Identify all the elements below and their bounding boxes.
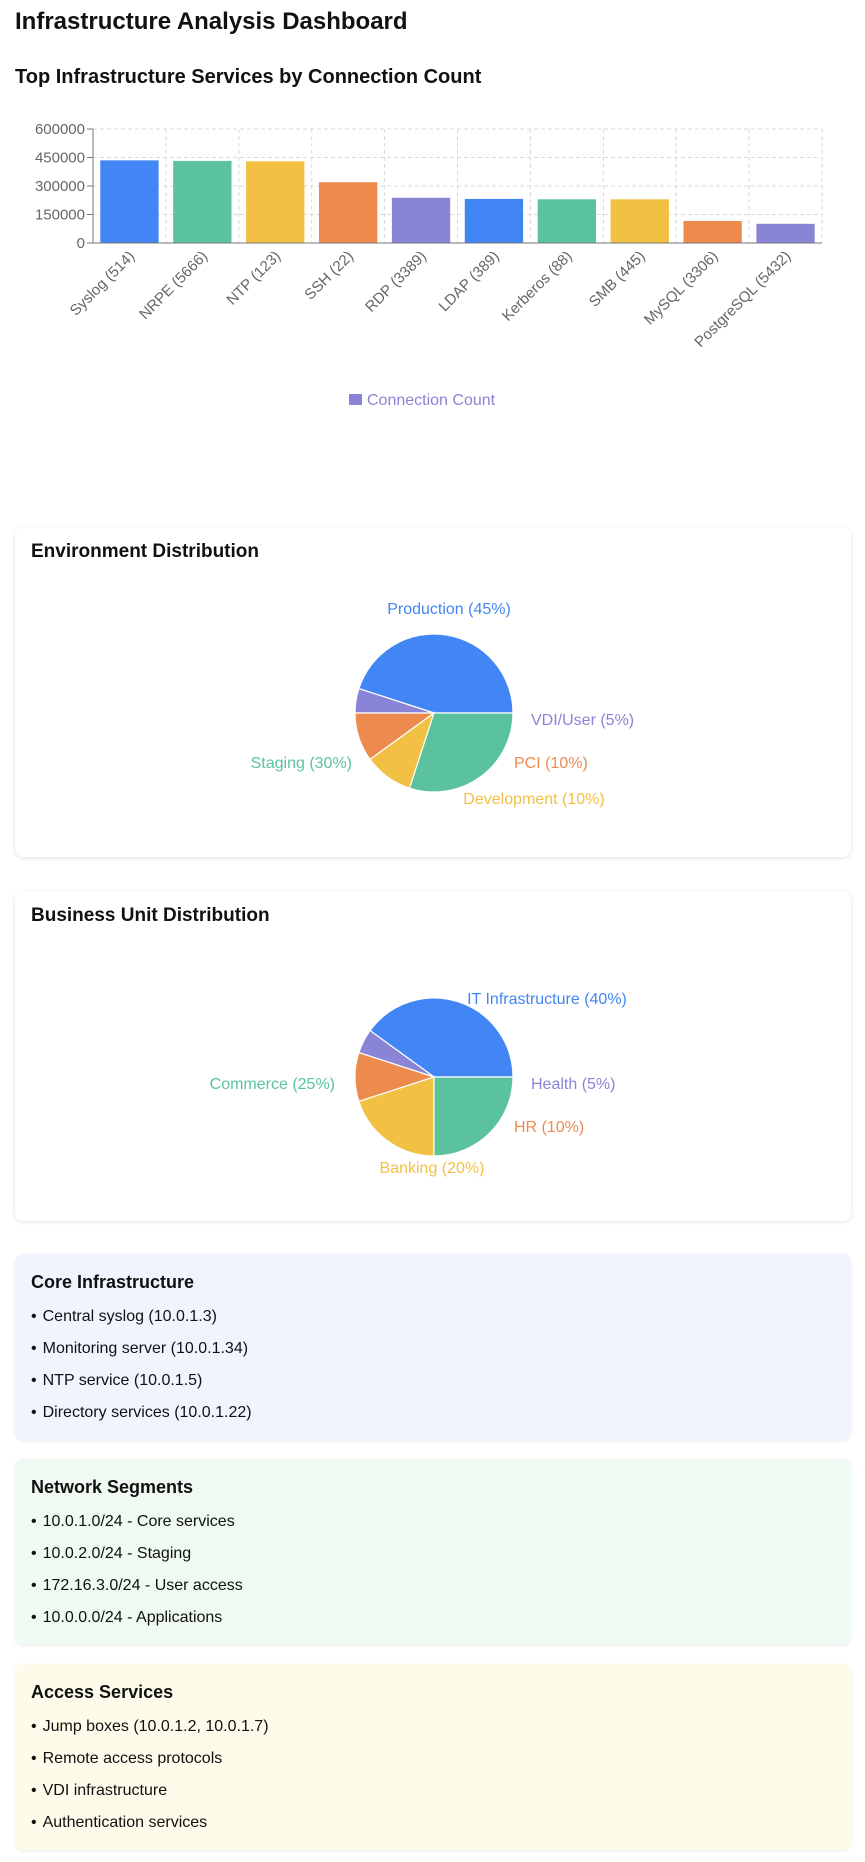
bar <box>100 160 159 243</box>
access-services-section: Access Services • Jump boxes (10.0.1.2, 1… <box>15 1664 851 1850</box>
bar <box>173 160 232 243</box>
section-list: • 10.0.1.0/24 - Core services • 10.0.2.0/2… <box>31 1506 835 1634</box>
legend-label: Connection Count <box>367 392 496 409</box>
network-segments-section: Network Segments • 10.0.1.0/24 - Core ser… <box>15 1459 851 1645</box>
bar <box>537 199 597 243</box>
list-item: • 10.0.2.0/24 - Staging <box>31 1545 192 1562</box>
bar <box>683 220 742 243</box>
list-item: • Authentication services <box>31 1814 208 1831</box>
section-title: Access Services <box>31 1682 174 1702</box>
bar <box>246 161 305 243</box>
business-unit-pie-chart: IT Infrastructure (40%) Health (5%) HR (10… <box>210 991 627 1177</box>
environment-distribution-card: Environment Distribution Production (45%… <box>15 527 851 857</box>
section-title: Core Infrastructure <box>31 1272 195 1292</box>
y-tick-label: 450000 <box>35 150 85 167</box>
pie-slice <box>408 712 514 793</box>
x-tick-label: Kerberos (88) <box>499 248 576 325</box>
list-item: • Monitoring server (10.0.1.34) <box>31 1340 249 1357</box>
x-tick-label: RDP (3389) <box>362 248 430 316</box>
legend-swatch <box>349 394 362 405</box>
pie-label: Health (5%) <box>531 1076 615 1093</box>
x-tick-label: NRPE (5666) <box>136 248 211 323</box>
y-tick-label: 0 <box>77 235 85 252</box>
pie-label: PCI (10%) <box>514 755 588 772</box>
bar <box>464 198 524 243</box>
list-item: • VDI infrastructure <box>31 1782 168 1799</box>
list-item: • Central syslog (10.0.1.3) <box>31 1308 217 1325</box>
list-item: • 172.16.3.0/24 - User access <box>31 1577 243 1594</box>
pie-label: IT Infrastructure (40%) <box>467 991 627 1008</box>
bar <box>318 182 378 243</box>
environment-pie-chart: Production (45%) VDI/User (5%) PCI (10%) De… <box>251 601 635 808</box>
pie-label: Production (45%) <box>387 601 511 618</box>
list-item: • 10.0.1.0/24 - Core services <box>31 1513 235 1530</box>
pie-label: Development (10%) <box>463 791 604 808</box>
section-title: Network Segments <box>31 1477 194 1497</box>
pie-label: HR (10%) <box>514 1119 584 1136</box>
bar-chart-title: Top Infrastructure Services by Connectio… <box>15 66 482 88</box>
x-tick-label: SMB (445) <box>586 248 649 311</box>
list-item: • Remote access protocols <box>31 1750 223 1767</box>
list-item: • 10.0.0.0/24 - Applications <box>31 1609 223 1626</box>
pie-slice <box>358 1076 435 1157</box>
y-tick-label: 150000 <box>35 207 85 224</box>
y-tick-label: 600000 <box>35 121 85 138</box>
page-title: Infrastructure Analysis Dashboard <box>15 8 408 35</box>
pie-slice <box>358 633 514 714</box>
bar <box>610 199 669 243</box>
list-item: • Directory services (10.0.1.22) <box>31 1404 252 1421</box>
business-unit-distribution-card: Business Unit Distribution IT Infrastruc… <box>15 891 851 1221</box>
pie-slice <box>433 1076 514 1157</box>
x-tick-label: Syslog (514) <box>67 248 139 320</box>
pie-label: Commerce (25%) <box>210 1076 335 1093</box>
bar <box>391 197 451 243</box>
pie-label: VDI/User (5%) <box>531 712 634 729</box>
list-item: • Jump boxes (10.0.1.2, 10.0.1.7) <box>31 1718 269 1735</box>
pie-label: Banking (20%) <box>380 1160 485 1177</box>
section-list: • Jump boxes (10.0.1.2, 10.0.1.7) • Remote… <box>31 1711 835 1839</box>
bar <box>756 223 815 243</box>
pie-label: Staging (30%) <box>251 755 352 772</box>
x-tick-label: MySQL (3306) <box>641 248 722 329</box>
y-tick-label: 300000 <box>35 178 85 195</box>
pie-slice <box>369 997 514 1078</box>
x-tick-label: LDAP (389) <box>436 248 503 315</box>
section-list: • Central syslog (10.0.1.3) • Monitoring s… <box>31 1301 835 1429</box>
core-infrastructure-section: Core Infrastructure • Central syslog (10.… <box>15 1254 851 1440</box>
x-tick-label: SSH (22) <box>301 248 357 304</box>
business-unit-chart-title: Business Unit Distribution <box>31 905 270 926</box>
list-item: • NTP service (10.0.1.5) <box>31 1372 203 1389</box>
x-tick-label: NTP (123) <box>223 248 284 309</box>
environment-chart-title: Environment Distribution <box>31 541 259 562</box>
